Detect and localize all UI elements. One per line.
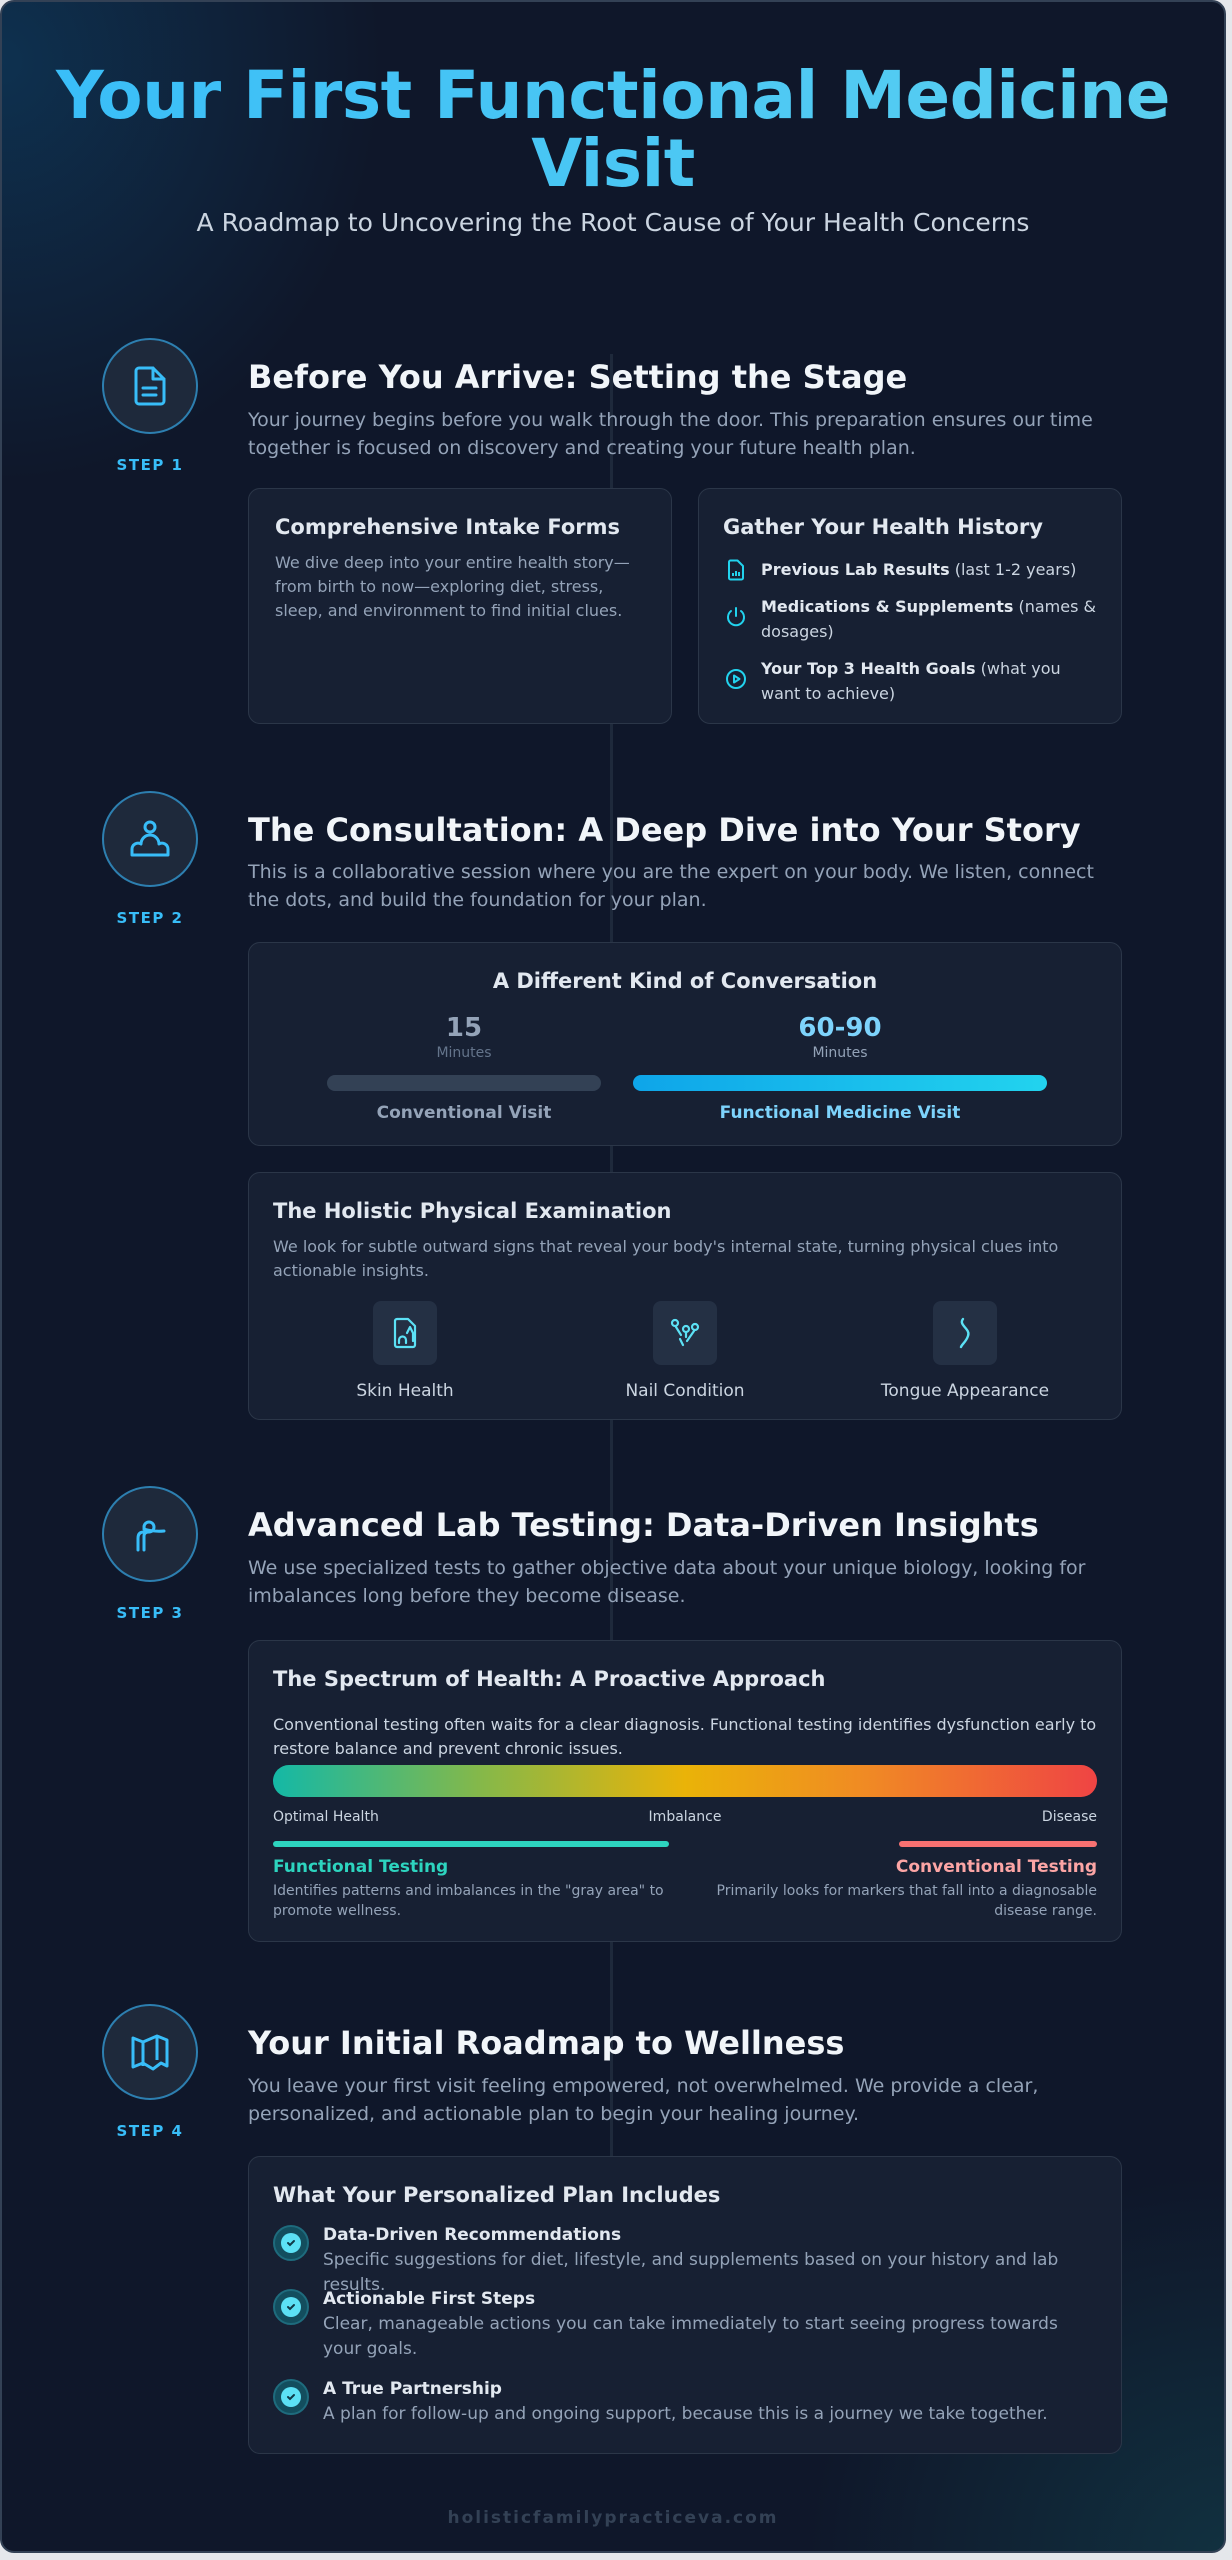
plan-item: Actionable First Steps Clear, manageable…: [273, 2289, 1097, 2362]
scale-disease: Disease: [1041, 1809, 1097, 1825]
comparison-title: A Different Kind of Conversation: [492, 969, 878, 993]
plan-item-title: Data-Driven Recommendations: [323, 2225, 622, 2245]
health-history-list: Previous Lab Results (last 1-2 years) Me…: [723, 545, 1103, 706]
functional-bar: [633, 1075, 1047, 1091]
exam-item-tongue: Tongue Appearance: [865, 1301, 1065, 1401]
functional-range-bar: [273, 1841, 669, 1847]
spectrum-gradient-bar: [273, 1765, 1097, 1797]
spectrum-text: Conventional testing often waits for a c…: [273, 1715, 1097, 1758]
play-circle-icon: [723, 668, 749, 690]
functional-testing-title: Functional Testing: [273, 1857, 449, 1877]
functional-testing-text: Identifies patterns and imbalances in th…: [273, 1883, 664, 1919]
conventional-visit-column: 15 Minutes Conventional Visit: [327, 1013, 601, 1123]
lab-report-icon: [723, 559, 749, 581]
page-subtitle: A Roadmap to Uncovering the Root Cause o…: [196, 208, 1030, 237]
step-4-circle: [102, 2004, 198, 2100]
plan-item-title: Actionable First Steps: [323, 2289, 536, 2309]
step-2-badge: STEP 2: [102, 791, 198, 927]
intake-forms-title: Comprehensive Intake Forms: [275, 515, 621, 539]
plan-item: A True Partnership A plan for follow-up …: [273, 2379, 1097, 2427]
personalized-plan-card: What Your Personalized Plan Includes Dat…: [248, 2156, 1122, 2454]
history-item-lab-results: Previous Lab Results (last 1-2 years): [723, 557, 1103, 582]
step-3-badge: STEP 3: [102, 1486, 198, 1622]
page-title: Your First Functional Medicine Visit: [2, 62, 1224, 198]
plan-item-text: Specific suggestions for diet, lifestyle…: [323, 2250, 1059, 2295]
plan-title: What Your Personalized Plan Includes: [273, 2183, 721, 2207]
conventional-bar: [327, 1075, 601, 1091]
functional-testing-block: Functional Testing Identifies patterns a…: [273, 1857, 673, 1921]
conventional-testing-title: Conventional Testing: [895, 1857, 1097, 1877]
history-item-lab-results-note: (last 1-2 years): [949, 560, 1077, 579]
history-item-goals-note: (what you want to achieve): [761, 659, 1061, 703]
step-3-circle: [102, 1486, 198, 1582]
exam-item-nail-label: Nail Condition: [625, 1381, 745, 1401]
scale-imbalance: Imbalance: [648, 1809, 722, 1825]
step-2-circle: [102, 791, 198, 887]
step-4-title: Your Initial Roadmap to Wellness: [248, 2024, 845, 2062]
scale-optimal: Optimal Health: [273, 1809, 379, 1825]
step-2-title: The Consultation: A Deep Dive into Your …: [248, 811, 1081, 849]
history-item-goals: Your Top 3 Health Goals (what you want t…: [723, 656, 1103, 706]
health-history-card: Gather Your Health History Previous Lab …: [698, 488, 1122, 724]
nail-icon: [670, 1318, 700, 1347]
power-icon: [723, 606, 749, 628]
check-circle-icon: [273, 2289, 309, 2325]
footer-site-link[interactable]: holisticfamilypracticeva.com: [447, 2508, 779, 2528]
conventional-minutes: 15: [445, 1013, 483, 1043]
history-item-medications: Medications & Supplements (names & dosag…: [723, 594, 1103, 644]
history-item-goals-bold: Your Top 3 Health Goals: [761, 659, 976, 678]
exam-item-skin-label: Skin Health: [356, 1381, 454, 1401]
conventional-testing-block: Conventional Testing Primarily looks for…: [677, 1857, 1097, 1921]
health-spectrum-card: The Spectrum of Health: A Proactive Appr…: [248, 1640, 1122, 1942]
step-4-description: You leave your first visit feeling empow…: [248, 2075, 1039, 2125]
physical-exam-card: The Holistic Physical Examination We loo…: [248, 1172, 1122, 1420]
conventional-testing-text: Primarily looks for markers that fall in…: [716, 1883, 1097, 1919]
spectrum-title: The Spectrum of Health: A Proactive Appr…: [273, 1667, 826, 1691]
exam-item-skin: Skin Health: [305, 1301, 505, 1401]
lab-testing-icon: [136, 1520, 166, 1552]
step-2-description: This is a collaborative session where yo…: [248, 861, 1094, 911]
step-3-label: STEP 3: [116, 1604, 184, 1622]
user-group-icon: [130, 820, 170, 857]
step-2-label: STEP 2: [116, 909, 184, 927]
intake-forms-text: We dive deep into your entire health sto…: [275, 553, 630, 620]
functional-visit-column: 60-90 Minutes Functional Medicine Visit: [633, 1013, 1047, 1123]
plan-item-text: Clear, manageable actions you can take i…: [323, 2314, 1058, 2359]
plan-item-text: A plan for follow-up and ongoing support…: [323, 2404, 1048, 2424]
exam-item-nail: Nail Condition: [585, 1301, 785, 1401]
exam-item-tongue-label: Tongue Appearance: [880, 1381, 1050, 1401]
step-1-circle: [102, 338, 198, 434]
check-circle-icon: [273, 2379, 309, 2415]
step-1-title: Before You Arrive: Setting the Stage: [248, 358, 908, 396]
step-3-title: Advanced Lab Testing: Data-Driven Insigh…: [248, 1506, 1039, 1544]
conventional-range-bar: [899, 1841, 1097, 1847]
history-item-lab-results-bold: Previous Lab Results: [761, 560, 950, 579]
physical-exam-text: We look for subtle outward signs that re…: [273, 1237, 1059, 1280]
conventional-label: Conventional Visit: [376, 1103, 552, 1123]
document-icon: [134, 366, 166, 406]
step-4-badge: STEP 4: [102, 2004, 198, 2140]
check-circle-icon: [273, 2225, 309, 2261]
conventional-unit: Minutes: [436, 1045, 492, 1061]
plan-item: Data-Driven Recommendations Specific sug…: [273, 2225, 1097, 2298]
plan-item-title: A True Partnership: [323, 2379, 502, 2399]
functional-label: Functional Medicine Visit: [719, 1103, 961, 1123]
functional-minutes: 60-90: [798, 1013, 882, 1043]
conversation-comparison-card: A Different Kind of Conversation 15 Minu…: [248, 942, 1122, 1146]
health-history-title: Gather Your Health History: [723, 515, 1043, 539]
history-item-medications-bold: Medications & Supplements: [761, 597, 1014, 616]
step-3-description: We use specialized tests to gather objec…: [248, 1557, 1086, 1607]
skin-icon: [393, 1317, 417, 1349]
functional-unit: Minutes: [812, 1045, 868, 1061]
step-1-description: Your journey begins before you walk thro…: [248, 409, 1093, 459]
map-icon: [131, 2034, 169, 2071]
step-1-badge: STEP 1: [102, 338, 198, 474]
history-item-medications-note: (names & dosages): [761, 597, 1096, 641]
physical-exam-title: The Holistic Physical Examination: [273, 1199, 672, 1223]
step-1-label: STEP 1: [116, 456, 184, 474]
intake-forms-card: Comprehensive Intake Forms We dive deep …: [248, 488, 672, 724]
step-4-label: STEP 4: [116, 2122, 184, 2140]
tongue-icon: [959, 1317, 970, 1349]
